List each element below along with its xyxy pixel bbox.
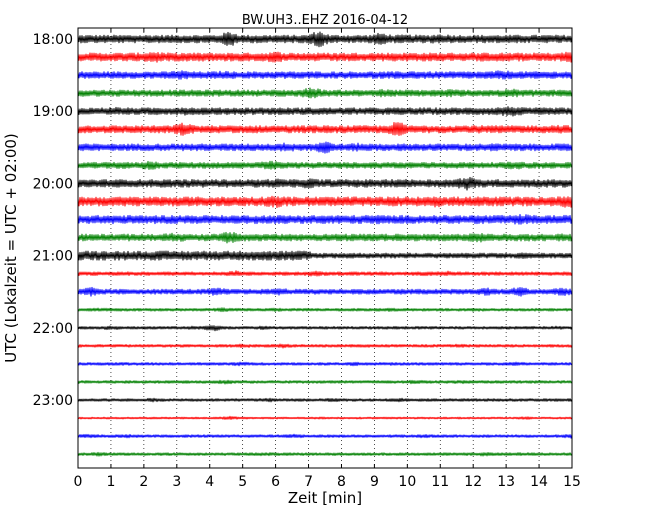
trace-2330: [77, 433, 573, 439]
x-tick-label: 6: [271, 474, 280, 490]
trace-1830: [77, 70, 573, 80]
trace-1845: [77, 87, 573, 99]
x-tick-label: 5: [238, 474, 247, 490]
x-tick-label: 4: [205, 474, 214, 490]
x-tick-label: 9: [370, 474, 379, 490]
trace-1930: [77, 141, 573, 154]
trace-2230: [77, 361, 573, 367]
x-tick-label: 14: [530, 474, 548, 490]
trace-2315: [77, 415, 573, 420]
trace-2215: [77, 343, 573, 349]
trace-1945: [77, 160, 573, 170]
x-tick-label: 15: [563, 474, 581, 490]
y-axis-label: UTC (Lokalzeit = UTC + 02:00): [2, 133, 20, 363]
x-tick-label: 11: [431, 474, 449, 490]
x-axis-label: Zeit [min]: [288, 489, 362, 507]
trace-2130: [77, 286, 573, 297]
trace-1800: [77, 31, 573, 48]
trace-2200: [77, 325, 573, 332]
y-tick-label: 19:00: [33, 104, 73, 120]
plot-frame: [77, 27, 573, 469]
trace-2145: [77, 307, 573, 313]
chart-title: BW.UH3..EHZ 2016-04-12: [242, 13, 408, 28]
trace-2245: [77, 379, 573, 385]
y-axis-ticks: 18:00 19:00 20:00 21:00 22:00 23:00: [33, 32, 572, 409]
x-tick-label: 8: [337, 474, 346, 490]
trace-2300: [77, 397, 573, 403]
trace-1900: [77, 106, 573, 117]
trace-2030: [77, 213, 573, 225]
trace-2015: [77, 195, 573, 209]
trace-2115: [77, 270, 573, 277]
y-tick-label: 20:00: [33, 176, 73, 192]
trace-group: [77, 31, 573, 457]
trace-2000: [77, 176, 573, 191]
x-tick-label: 13: [497, 474, 515, 490]
y-tick-label: 21:00: [33, 249, 73, 265]
y-tick-label: 23:00: [33, 393, 73, 409]
x-tick-label: 7: [304, 474, 313, 490]
x-tick-label: 0: [74, 474, 83, 490]
trace-1815: [77, 51, 573, 63]
x-tick-label: 12: [464, 474, 482, 490]
trace-2045: [77, 231, 573, 244]
x-tick-label: 3: [172, 474, 181, 490]
x-tick-label: 1: [106, 474, 115, 490]
trace-2100: [77, 250, 573, 261]
grid-lines: [110, 28, 540, 468]
trace-2345: [77, 451, 573, 457]
trace-1915: [77, 122, 573, 136]
x-tick-label: 10: [398, 474, 416, 490]
x-tick-label: 2: [139, 474, 148, 490]
y-tick-label: 18:00: [33, 32, 73, 48]
x-axis-ticks: 0 1 2 3 4 5 6 7 8 9 10 11 12 13 14 15: [74, 28, 581, 490]
y-tick-label: 22:00: [33, 321, 73, 337]
